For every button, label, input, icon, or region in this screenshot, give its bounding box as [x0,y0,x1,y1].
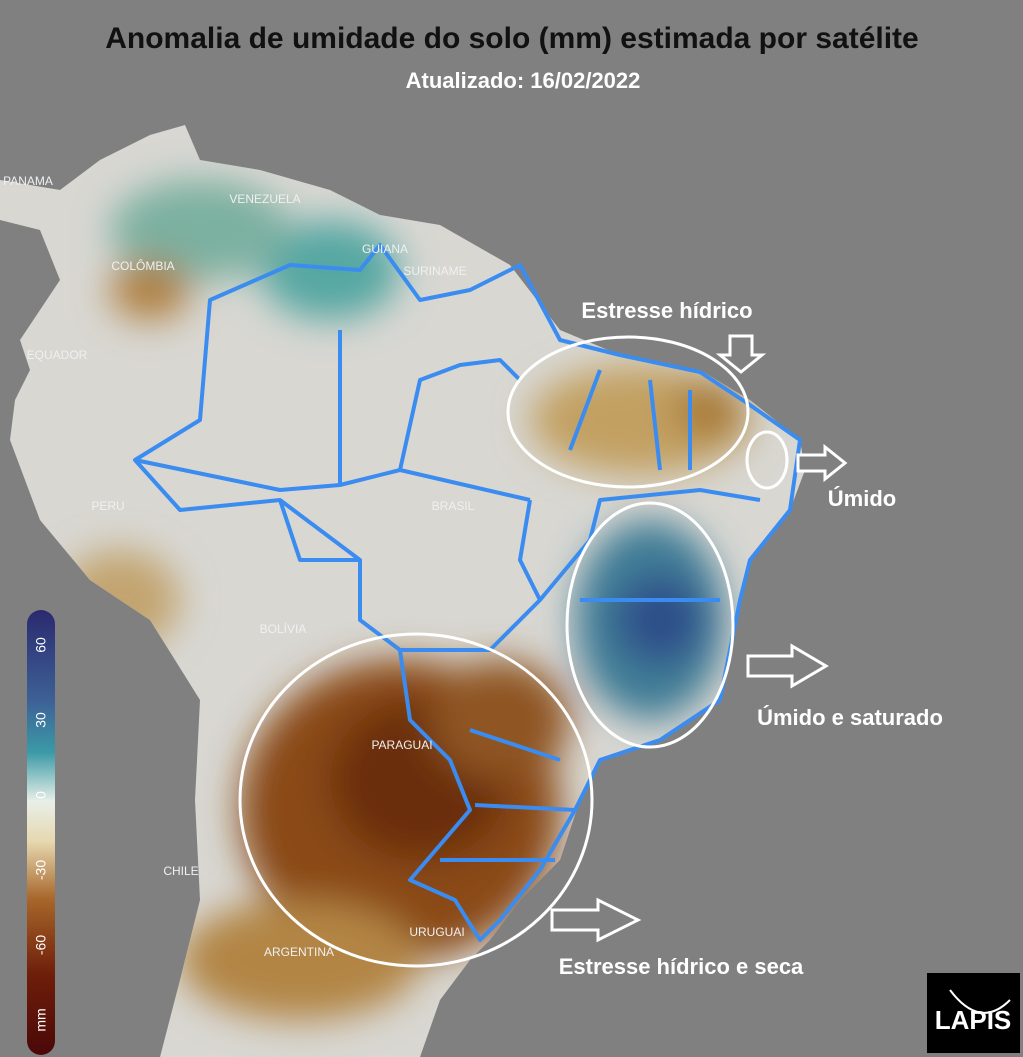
country-labels: PANAMA VENEZUELA GUIANA SURINAME COLÔMBI… [3,174,475,959]
country-label: COLÔMBIA [111,258,174,273]
country-label: BRASIL [432,499,475,513]
country-label: URUGUAI [409,925,464,939]
logo: LAPIS [927,973,1020,1053]
logo-text: LAPIS [935,1005,1012,1035]
annotations: Estresse hídrico Úmido Úmido e saturado … [559,298,943,979]
country-label: PARAGUAI [371,738,432,752]
state-borders [133,243,802,942]
colorbar-tick-label: -30 [33,860,49,880]
colorbar-tick-label: -60 [33,935,49,955]
colorbar-tick-label: 0 [33,791,49,799]
country-label: BOLÍVIA [260,621,307,636]
annotation: Estresse hídrico e seca [559,954,804,979]
country-label: SURINAME [403,264,466,278]
country-label: GUIANA [362,242,408,256]
country-label: CHILE [163,864,198,878]
country-label: PERU [91,499,124,513]
country-label: VENEZUELA [229,192,300,206]
annotation: Úmido [828,486,896,511]
annotation: Estresse hídrico [581,298,752,323]
country-label: PANAMA [3,174,53,188]
colorbar: mm 60 30 0 -30 -60 [27,610,55,1055]
arrows [550,334,848,943]
colorbar-tick-label: 30 [33,712,49,728]
colorbar-tick-label: 60 [33,637,49,653]
highlight-ellipses [238,335,789,968]
country-label: ARGENTINA [264,945,334,959]
title: Anomalia de umidade do solo (mm) estimad… [105,22,919,55]
colorbar-gradient [27,610,55,1055]
subtitle: Atualizado: 16/02/2022 [406,68,641,93]
annotation: Úmido e saturado [757,705,943,730]
colorbar-unit: mm [33,1008,49,1031]
country-label: EQUADOR [27,348,88,362]
